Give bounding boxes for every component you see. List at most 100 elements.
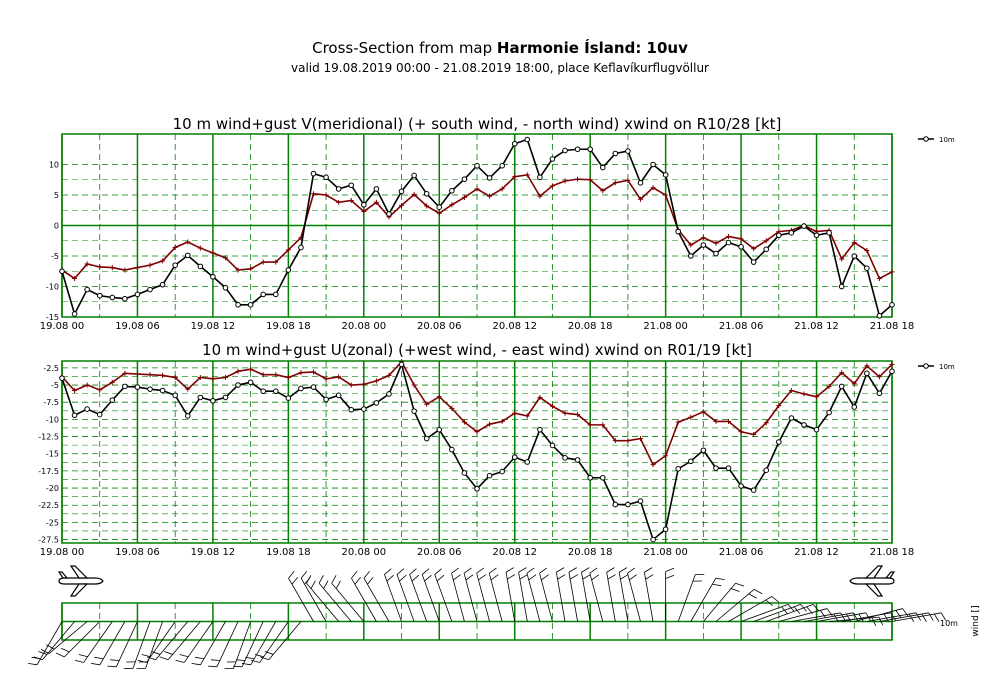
barb-staff [183,621,214,663]
barb-staff [36,621,63,666]
chart2-y-tick-label: -17.5 [38,467,59,476]
chart2-point [537,426,543,433]
barb-staff [421,574,440,622]
barb-feather [436,574,445,582]
chart2-point [273,372,279,378]
chart2-point [311,369,317,375]
barb-staff [791,612,841,622]
chart2-point [336,374,342,380]
chart1-x-tick-label: 19.08 12 [191,321,236,332]
chart2-point [713,418,719,424]
chart1-point [134,265,140,271]
barb-feather [845,613,852,622]
chart2-point [751,431,757,437]
chart2-point [172,392,178,399]
barb-staff [891,612,942,622]
airplane-icon [57,565,104,597]
chart2-point [524,413,530,419]
wind-barb [74,621,113,663]
barb-staff [766,604,814,622]
chart1-point [398,188,405,195]
chart2-point [499,468,505,475]
wind-barb [159,621,201,661]
wind-barb [606,567,616,622]
chart1-point [97,264,103,270]
chart1-point [84,286,90,293]
barb-feather [518,567,527,573]
chart2-point [160,372,166,378]
chart1-point [323,192,329,198]
chart1-point [499,162,505,169]
chart1-point [160,258,166,264]
barb-staff [363,577,390,622]
chart2-point [323,376,329,382]
barb-staff [703,582,736,622]
chart2-point [625,438,631,444]
barb-feather [488,567,497,574]
chart2-point [713,465,719,471]
chart2-point [272,388,279,395]
barb-feather [367,577,374,585]
barb-feather [94,656,104,660]
wind-barb [505,567,516,622]
chart2-point [260,388,267,395]
chart2-point [776,403,782,409]
barb-feather [581,567,590,573]
chart1-point [436,204,443,210]
barb-staff [268,621,302,661]
chart1-x-tick-label: 21.08 12 [794,321,839,332]
barb-feather [735,582,745,587]
chart1-point [411,172,417,179]
chart2-point [147,372,153,378]
barb-feather [490,574,499,581]
chart2-point [348,382,354,388]
chart1-point [134,291,141,298]
chart1-point [650,185,656,191]
barb-feather [207,665,217,668]
barb-feather [236,659,246,661]
wind-barb [331,575,365,622]
chart2-point [423,435,430,442]
barb-staff [216,621,239,667]
barb-feather [254,654,264,658]
chart1-point [59,268,65,275]
wind-barb [581,567,591,622]
chart1-point [575,176,581,182]
barb-staff [99,621,126,666]
chart1-point [713,240,719,246]
barb-feather [60,647,70,653]
barb-staff [643,572,654,622]
wind-barb [207,621,239,668]
airplane-fuselage [849,577,895,585]
barb-staff [451,573,465,622]
main-title: Cross-Section from map Harmonie Ísland: … [0,39,1000,57]
chart1-y-tick-label: 10 [49,161,59,170]
chart2-x-tick-label: 19.08 06 [115,547,160,558]
chart1-point [587,177,593,183]
chart1-point [272,291,279,298]
barb-staff [300,577,327,622]
barb-staff [476,573,490,622]
barb-feather [589,567,598,574]
chart2-point [474,485,480,492]
chart2-point [411,408,417,414]
chart1-point [285,267,292,273]
chart1-point [487,193,493,199]
wind-barb [90,621,126,666]
chart1-point [486,175,493,181]
chart2-point [600,422,606,428]
barb-feather [250,659,260,663]
barb-feather [233,665,243,668]
chart1-point [688,242,694,248]
chart2-y-tick-label: -12.5 [38,433,59,442]
airplane-fuselage [58,577,104,585]
chart2-y-tick-label: -25 [46,518,59,527]
wind-barb [715,589,763,622]
chart1-point [864,265,870,272]
chart1-point [273,259,279,265]
chart1-y-tick-label: 0 [54,222,59,231]
chart1-point [185,239,191,245]
chart1-point [562,147,568,154]
wind-barb [137,621,176,663]
